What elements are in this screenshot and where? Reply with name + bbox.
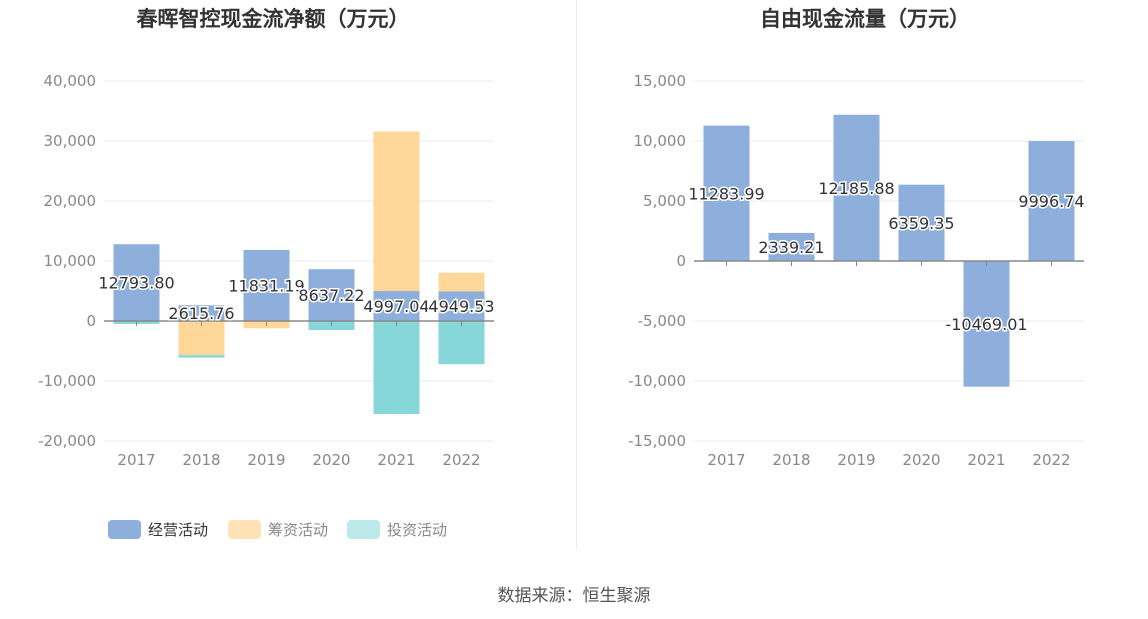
legend-label[interactable]: 经营活动 bbox=[148, 521, 208, 539]
y-tick-label: -10,000 bbox=[38, 372, 96, 390]
bar-经营活动-2020[interactable] bbox=[308, 269, 355, 321]
cash-flow-net-chart: 春晖智控现金流净额（万元） 40,000 30,000 20,000 10,000 0 -… bbox=[38, 7, 496, 539]
y-tick-label: 5,000 bbox=[643, 192, 686, 210]
data-source: 数据来源：恒生聚源 bbox=[497, 586, 651, 606]
x-tick-label: 2022 bbox=[442, 451, 480, 469]
data-label: 11831.19 bbox=[228, 277, 304, 296]
bar-free-cash-flow-2020[interactable] bbox=[898, 184, 945, 261]
data-label: 4949.53 bbox=[428, 297, 494, 316]
data-label: 4997.04 bbox=[363, 297, 429, 316]
y-tick-label: -20,000 bbox=[38, 432, 96, 450]
legend-swatch[interactable] bbox=[228, 520, 261, 539]
y-tick-label: -10,000 bbox=[628, 372, 686, 390]
data-label: 11283.99 bbox=[688, 184, 764, 203]
data-label: -10469.01 bbox=[945, 315, 1027, 334]
bar-经营活动-2018[interactable] bbox=[178, 305, 225, 321]
bar-free-cash-flow-2021[interactable] bbox=[963, 261, 1010, 387]
x-tick-label: 2022 bbox=[1032, 451, 1070, 469]
chart-title: 自由现金流量（万元） bbox=[760, 7, 970, 31]
y-tick-label: -5,000 bbox=[638, 312, 686, 330]
bar-free-cash-flow-2018[interactable] bbox=[768, 232, 815, 261]
y-tick-label: 0 bbox=[86, 312, 96, 330]
x-tick-label: 2019 bbox=[247, 451, 285, 469]
bar-筹资活动-2018[interactable] bbox=[178, 321, 225, 356]
x-tick-label: 2019 bbox=[837, 451, 875, 469]
bar-经营活动-2021[interactable] bbox=[373, 291, 420, 321]
y-tick-label: 0 bbox=[676, 252, 686, 270]
x-tick-label: 2020 bbox=[312, 451, 350, 469]
y-tick-label: 30,000 bbox=[44, 132, 97, 150]
bar-经营活动-2017[interactable] bbox=[113, 244, 160, 321]
bar-投资活动-2022[interactable] bbox=[438, 321, 485, 365]
bar-经营活动-2019[interactable] bbox=[243, 250, 290, 321]
data-label: 2615.76 bbox=[168, 304, 234, 323]
bar-筹资活动-2021[interactable] bbox=[373, 131, 420, 292]
bar-free-cash-flow-2019[interactable] bbox=[833, 114, 880, 261]
y-tick-label: 15,000 bbox=[634, 72, 687, 90]
legend-label[interactable]: 筹资活动 bbox=[268, 521, 328, 539]
x-tick-label: 2018 bbox=[772, 451, 810, 469]
data-label: 9996.74 bbox=[1018, 192, 1084, 211]
legend-label[interactable]: 投资活动 bbox=[387, 521, 447, 539]
data-label: 12793.80 bbox=[98, 274, 174, 293]
bar-free-cash-flow-2022[interactable] bbox=[1028, 141, 1075, 261]
bar-筹资活动-2022[interactable] bbox=[438, 272, 485, 292]
y-tick-label: -15,000 bbox=[628, 432, 686, 450]
data-label: 2339.21 bbox=[758, 238, 824, 257]
y-tick-label: 40,000 bbox=[44, 72, 97, 90]
chart-divider bbox=[576, 0, 577, 550]
bar-投资活动-2018[interactable] bbox=[178, 355, 225, 358]
data-label: 6359.35 bbox=[888, 214, 954, 233]
data-label: 12185.88 bbox=[818, 179, 894, 198]
x-tick-label: 2018 bbox=[182, 451, 220, 469]
y-tick-label: 10,000 bbox=[44, 252, 97, 270]
y-tick-label: 10,000 bbox=[634, 132, 687, 150]
data-label: 8637.22 bbox=[298, 286, 364, 305]
legend-swatch[interactable] bbox=[108, 520, 141, 539]
free-cash-flow-chart: 自由现金流量（万元） 15,000 10,000 5,000 0 -5,000 -10,0… bbox=[628, 7, 1086, 469]
x-tick-label: 2017 bbox=[117, 451, 155, 469]
legend-swatch[interactable] bbox=[347, 520, 380, 539]
x-tick-label: 2021 bbox=[967, 451, 1005, 469]
chart-title: 春晖智控现金流净额（万元） bbox=[137, 7, 410, 31]
y-tick-label: 20,000 bbox=[44, 192, 97, 210]
bar-经营活动-2022[interactable] bbox=[438, 291, 485, 321]
bar-投资活动-2021[interactable] bbox=[373, 321, 420, 414]
x-tick-label: 2021 bbox=[377, 451, 415, 469]
x-tick-label: 2020 bbox=[902, 451, 940, 469]
x-tick-label: 2017 bbox=[707, 451, 745, 469]
bar-free-cash-flow-2017[interactable] bbox=[703, 125, 750, 261]
